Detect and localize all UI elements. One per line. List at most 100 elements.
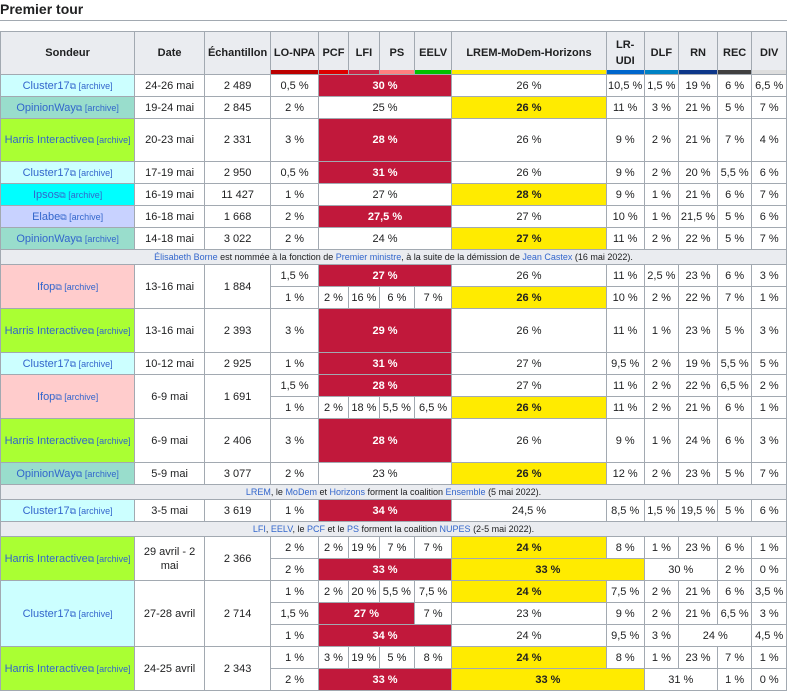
archive-link[interactable]: [archive] — [76, 80, 113, 91]
col-header-party[interactable]: DIV — [751, 31, 787, 75]
value-lo-npa: 2 % — [270, 668, 319, 691]
note-link[interactable]: Élisabeth Borne — [154, 252, 218, 262]
pollster-link[interactable]: Ifop — [36, 390, 56, 403]
note-link[interactable]: Jean Castex — [522, 252, 573, 262]
value-lrem: 26 % — [451, 74, 607, 97]
value-lrem-lr-union: 33 % — [451, 558, 645, 581]
archive-link[interactable]: [archive] — [65, 189, 103, 200]
archive-link[interactable]: [archive] — [94, 663, 131, 674]
note-link[interactable]: EELV — [270, 524, 293, 534]
archive-link[interactable]: [archive] — [76, 358, 113, 369]
value-lrem: 26 % — [451, 396, 607, 419]
archive-link[interactable]: [archive] — [76, 608, 113, 619]
archive-link[interactable]: [archive] — [82, 233, 119, 244]
col-header-party[interactable]: LREM-MoDem-Horizons — [451, 31, 607, 75]
party-color-bar — [645, 70, 678, 74]
header-row: Sondeur Date Échantillon LO-NPA PCF LFI PS E… — [0, 31, 787, 75]
value-rec: 5 % — [716, 499, 753, 522]
value-left-union: 24 % — [317, 227, 453, 250]
col-header-party[interactable]: EELV — [414, 31, 453, 75]
value-div: 3,5 % — [751, 580, 787, 603]
archive-link[interactable]: [archive] — [61, 281, 99, 292]
pollster-link[interactable]: Harris Interactive — [4, 134, 88, 146]
pollster-link[interactable]: OpinionWay — [16, 467, 76, 480]
value-rn: 21 % — [678, 580, 718, 603]
col-header-echantillon[interactable]: Échantillon — [203, 31, 272, 75]
value-rn: 19 % — [678, 74, 718, 97]
pollster-cell: Ifop⧉ [archive] — [0, 264, 136, 309]
value-rec: 6,5 % — [716, 374, 753, 397]
pollster-link[interactable]: OpinionWay — [16, 232, 76, 245]
pollster-link[interactable]: Harris Interactive — [4, 324, 88, 337]
value-div: 5 % — [751, 352, 787, 375]
value-lr-udi: 11 % — [605, 264, 645, 287]
note-link[interactable]: PS — [346, 524, 359, 534]
archive-link[interactable]: [archive] — [82, 102, 119, 113]
note-link[interactable]: Ensemble — [445, 487, 486, 497]
col-header-party[interactable]: DLF — [643, 31, 680, 75]
col-header-party[interactable]: PCF — [317, 31, 350, 75]
value-lo-npa: 3 % — [270, 118, 319, 162]
archive-link[interactable]: [archive] — [76, 167, 113, 178]
col-header-sondeur[interactable]: Sondeur — [0, 31, 136, 75]
value-lr-udi: 11 % — [605, 374, 645, 397]
value-lr-udi: 11 % — [605, 308, 645, 353]
archive-link[interactable]: [archive] — [76, 505, 113, 516]
pollster-link[interactable]: Cluster17 — [22, 504, 70, 517]
note-link[interactable]: LREM — [245, 487, 271, 497]
party-color-bar — [752, 70, 786, 74]
value-rn: 23 % — [678, 536, 718, 559]
archive-link[interactable]: [archive] — [94, 435, 131, 446]
note-link[interactable]: MoDem — [285, 487, 317, 497]
pollster-link[interactable]: Harris Interactive — [4, 662, 88, 675]
pollster-link[interactable]: Elabe — [32, 210, 61, 223]
pollster-cell: OpinionWay⧉ [archive] — [0, 96, 136, 119]
pollster-link[interactable]: Ifop — [36, 280, 56, 293]
value-lr-udi: 10 % — [605, 286, 645, 309]
value-lrem: 26 % — [451, 96, 607, 119]
pollster-link[interactable]: Cluster17 — [22, 166, 70, 179]
pollster-link[interactable]: Cluster17 — [22, 79, 70, 92]
col-header-party[interactable]: LR-UDI — [605, 31, 645, 75]
poll-row: Cluster17⧉ [archive] 24-26 mai 2 489 0,5 % 3… — [0, 74, 787, 97]
value-div: 7 % — [751, 227, 787, 250]
poll-row: Harris Interactive⧉ [archive] 24-25 avril… — [0, 646, 787, 691]
value-left-union: 27,5 % — [317, 205, 453, 228]
col-header-party[interactable]: PS — [378, 31, 416, 75]
archive-link[interactable]: [archive] — [82, 468, 119, 479]
party-color-bar — [679, 70, 717, 74]
party-label: LO-NPA — [273, 47, 316, 59]
note-link[interactable]: Horizons — [329, 487, 365, 497]
poll-row: Ipsos⧉ [archive] 16-19 mai 11 427 1 % 27 % 28… — [0, 183, 787, 206]
polls-body: Cluster17⧉ [archive] 24-26 mai 2 489 0,5 % 3… — [0, 74, 787, 691]
note-link[interactable]: LFI — [252, 524, 266, 534]
pollster-link[interactable]: Harris Interactive — [4, 552, 88, 565]
pollster-link[interactable]: Harris Interactive — [4, 434, 88, 447]
note-link[interactable]: PCF — [306, 524, 325, 534]
value-dlf: 1 % — [643, 183, 680, 206]
archive-link[interactable]: [archive] — [94, 325, 131, 336]
pollster-link[interactable]: OpinionWay — [16, 101, 76, 114]
col-header-party[interactable]: LFI — [348, 31, 380, 75]
value-lo-npa: 1,5 % — [270, 602, 319, 625]
value-lo-npa: 3 % — [270, 308, 319, 353]
archive-link[interactable]: [archive] — [61, 391, 99, 402]
archive-link[interactable]: [archive] — [94, 553, 131, 564]
note-link[interactable]: NUPES — [439, 524, 471, 534]
pollster-link[interactable]: Cluster17 — [22, 357, 70, 370]
poll-row: Elabe⧉ [archive] 16-18 mai 1 668 2 % 27,5 % 2… — [0, 205, 787, 228]
value-rec: 6 % — [716, 536, 753, 559]
party-color-bar — [452, 70, 606, 74]
archive-link[interactable]: [archive] — [66, 211, 104, 222]
value-lr-udi: 9 % — [605, 418, 645, 463]
col-header-party[interactable]: REC — [716, 31, 753, 75]
col-header-date[interactable]: Date — [134, 31, 205, 75]
pollster-link[interactable]: Ipsos — [32, 188, 60, 201]
col-header-party[interactable]: LO-NPA — [270, 31, 319, 75]
col-header-party[interactable]: RN — [678, 31, 718, 75]
poll-date: 6-9 mai — [134, 374, 205, 419]
pollster-link[interactable]: Cluster17 — [22, 607, 70, 620]
value-lr-udi: 12 % — [605, 462, 645, 485]
archive-link[interactable]: [archive] — [94, 135, 131, 145]
note-link[interactable]: Premier ministre — [335, 252, 402, 262]
